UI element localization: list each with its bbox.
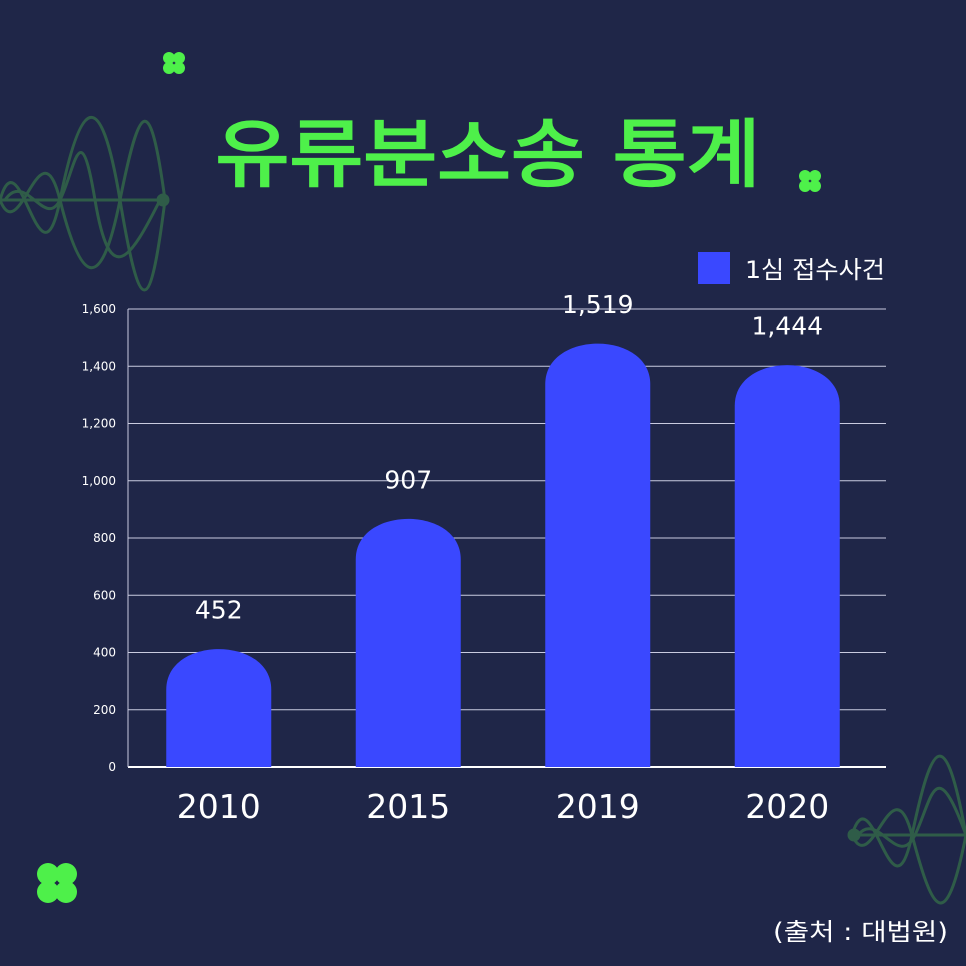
x-tick-label: 2019: [556, 787, 640, 826]
legend-swatch: [698, 252, 730, 284]
y-axis: 0 200 400 600 800 1,000 1,200 1,400 1,600: [82, 302, 116, 774]
wave-decoration: [847, 754, 966, 905]
data-label: 452: [195, 596, 243, 625]
bar: [545, 343, 651, 767]
x-tick-label: 2010: [177, 787, 261, 826]
clover-icon: [37, 863, 77, 903]
clover-icon: [163, 52, 185, 74]
y-tick-label: 800: [93, 531, 116, 545]
bar: [734, 365, 840, 767]
y-tick-label: 1,000: [82, 474, 116, 488]
y-tick-label: 400: [93, 646, 116, 660]
legend: 1심 접수사건: [698, 252, 885, 284]
data-label: 907: [384, 465, 432, 494]
legend-label: 1심 접수사건: [745, 256, 885, 284]
source-note: (출처 : 대법원): [773, 918, 948, 946]
x-tick-label: 2015: [366, 787, 450, 826]
y-tick-label: 1,200: [82, 417, 116, 431]
y-tick-label: 600: [93, 588, 116, 602]
data-label: 1,519: [562, 290, 634, 319]
bar: [166, 649, 272, 767]
clover-icon: [799, 170, 821, 192]
y-tick-label: 0: [108, 760, 116, 774]
x-tick-label: 2020: [745, 787, 829, 826]
bars: [166, 343, 840, 767]
x-axis: 2010 2015 2019 2020: [177, 787, 829, 826]
wave-decoration: [0, 116, 170, 292]
bar: [355, 518, 461, 767]
chart-title: 유류분소송 통계: [216, 112, 761, 198]
y-tick-label: 1,600: [82, 302, 116, 316]
data-label: 1,444: [751, 312, 823, 341]
y-tick-label: 200: [93, 703, 116, 717]
y-tick-label: 1,400: [82, 359, 116, 373]
data-labels: 452 907 1,519 1,444: [195, 290, 823, 624]
